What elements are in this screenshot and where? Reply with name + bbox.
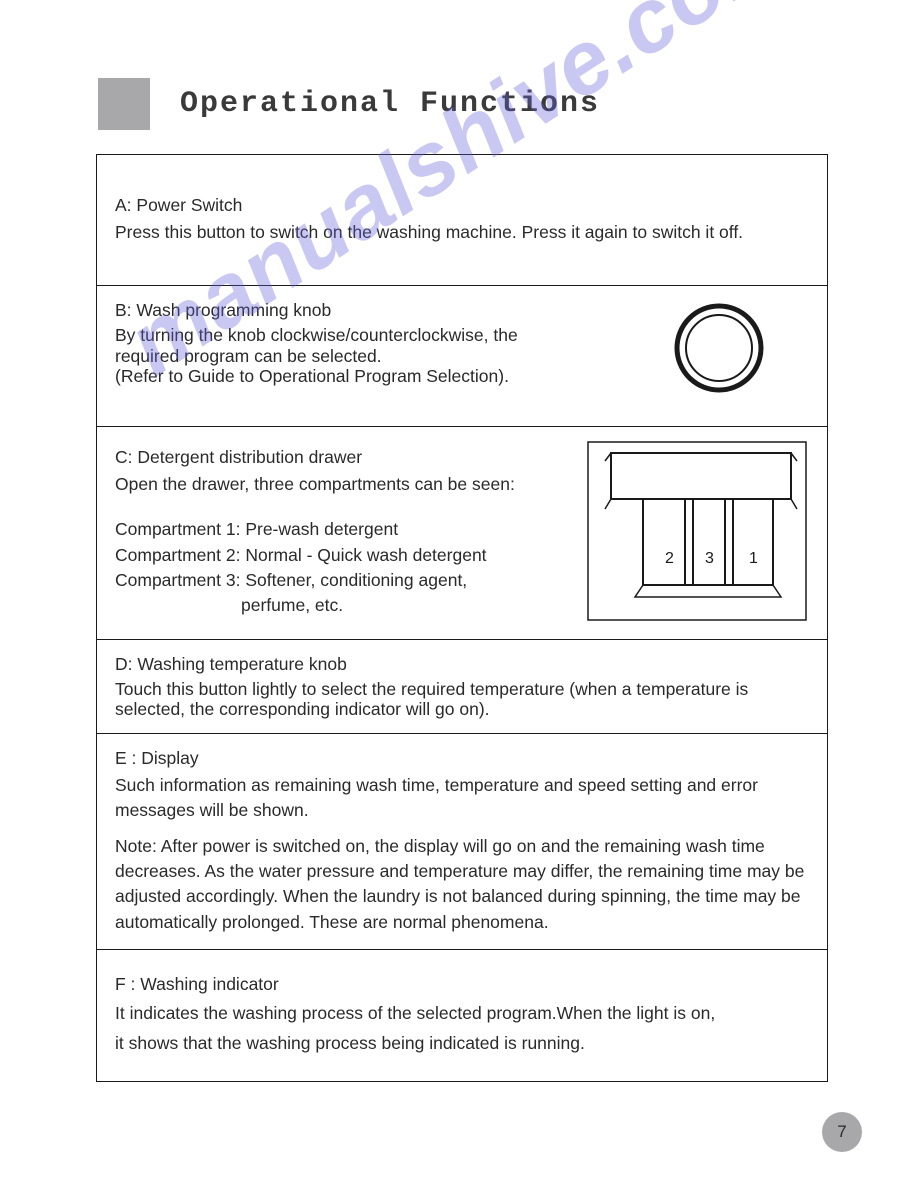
page-title: Operational Functions bbox=[180, 87, 600, 121]
compartment-3-text-a: Compartment 3: Softener, conditioning ag… bbox=[115, 568, 515, 593]
page-header: Operational Functions bbox=[0, 0, 918, 130]
section-a: A: Power Switch Press this button to swi… bbox=[97, 155, 827, 286]
compartment-1-text: Compartment 1: Pre-wash detergent bbox=[115, 517, 515, 542]
compartment-2-text: Compartment 2: Normal - Quick wash deter… bbox=[115, 543, 515, 568]
section-e: E : Display Such information as remainin… bbox=[97, 734, 827, 950]
section-a-label: A: Power Switch bbox=[115, 195, 809, 216]
section-b-line2: (Refer to Guide to Operational Program S… bbox=[115, 366, 509, 386]
drawer-label-3: 3 bbox=[705, 550, 714, 567]
drawer-label-2: 2 bbox=[665, 550, 674, 567]
knob-icon bbox=[671, 300, 767, 396]
compartment-3-text-b: perfume, etc. bbox=[115, 593, 515, 618]
section-d-label: D: Washing temperature knob bbox=[115, 654, 809, 675]
section-e-body: Such information as remaining wash time,… bbox=[115, 773, 809, 935]
section-b: B: Wash programming knob By turning the … bbox=[97, 286, 827, 426]
section-e-label: E : Display bbox=[115, 748, 809, 769]
section-e-p2: Note: After power is switched on, the di… bbox=[115, 834, 809, 936]
section-a-body: Press this button to switch on the washi… bbox=[115, 220, 809, 245]
section-f-body: It indicates the washing process of the … bbox=[115, 999, 809, 1059]
section-b-body: By turning the knob clockwise/counterclo… bbox=[115, 325, 555, 385]
section-b-line1: By turning the knob clockwise/counterclo… bbox=[115, 325, 518, 365]
section-f-line1: It indicates the washing process of the … bbox=[115, 1003, 715, 1023]
section-c-compartments: Compartment 1: Pre-wash detergent Compar… bbox=[115, 517, 515, 619]
section-f-line2: it shows that the washing process being … bbox=[115, 1033, 585, 1053]
section-f-label: F : Washing indicator bbox=[115, 974, 809, 995]
drawer-label-1: 1 bbox=[749, 550, 758, 567]
section-d: D: Washing temperature knob Touch this b… bbox=[97, 640, 827, 734]
section-c: C: Detergent distribution drawer Open th… bbox=[97, 427, 827, 640]
section-c-label: C: Detergent distribution drawer bbox=[115, 447, 515, 468]
page-number-text: 7 bbox=[837, 1122, 846, 1142]
content-frame: A: Power Switch Press this button to swi… bbox=[96, 154, 828, 1082]
header-grey-box bbox=[98, 78, 150, 130]
page-number-badge: 7 bbox=[822, 1112, 862, 1152]
drawer-icon: 2 3 1 bbox=[587, 441, 807, 621]
section-d-body: Touch this button lightly to select the … bbox=[115, 679, 809, 719]
section-f: F : Washing indicator It indicates the w… bbox=[97, 950, 827, 1081]
section-e-p1: Such information as remaining wash time,… bbox=[115, 773, 809, 824]
section-c-intro: Open the drawer, three compartments can … bbox=[115, 472, 515, 497]
